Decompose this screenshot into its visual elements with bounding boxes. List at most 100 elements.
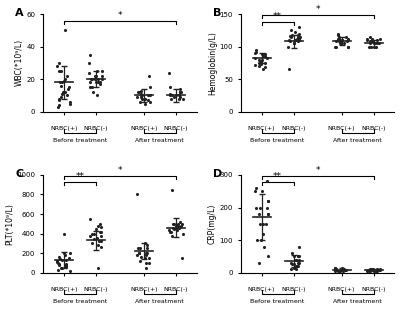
Point xyxy=(173,225,179,230)
Point xyxy=(95,80,101,85)
Point xyxy=(256,260,262,265)
Point xyxy=(63,263,69,268)
Point xyxy=(62,253,68,258)
Point xyxy=(93,73,99,78)
Point xyxy=(180,96,186,101)
Point xyxy=(143,246,150,251)
Point xyxy=(371,268,378,273)
Point xyxy=(292,30,299,35)
Point xyxy=(334,36,341,41)
Point xyxy=(167,229,173,234)
Point xyxy=(368,267,374,272)
Point xyxy=(338,268,344,273)
Point xyxy=(296,24,302,29)
Point xyxy=(339,265,345,270)
Point xyxy=(295,32,301,37)
Point xyxy=(286,67,292,72)
Point xyxy=(98,239,104,244)
Point xyxy=(374,268,381,273)
Point xyxy=(146,73,153,78)
Point xyxy=(366,44,372,49)
Point xyxy=(62,90,68,95)
Point xyxy=(287,39,293,44)
Point xyxy=(257,237,264,243)
Point xyxy=(252,63,258,68)
Point xyxy=(373,268,380,274)
Point xyxy=(296,244,302,249)
Point xyxy=(97,81,103,87)
Point xyxy=(336,36,342,41)
Point xyxy=(58,83,64,88)
Point xyxy=(62,262,69,267)
Point xyxy=(336,34,342,39)
Point xyxy=(370,41,377,46)
Point xyxy=(141,256,148,261)
Y-axis label: WBC(*10⁹/L): WBC(*10⁹/L) xyxy=(14,39,24,87)
Point xyxy=(176,93,182,98)
Point xyxy=(263,221,270,226)
Point xyxy=(143,253,149,258)
Point xyxy=(176,225,182,230)
Point xyxy=(92,77,98,82)
Point xyxy=(374,268,380,274)
Point xyxy=(176,94,183,100)
Point xyxy=(168,96,174,101)
Point xyxy=(94,68,100,74)
Point xyxy=(252,56,258,61)
Point xyxy=(253,185,260,191)
Point xyxy=(290,41,297,46)
Point xyxy=(339,37,345,42)
Point xyxy=(288,28,294,33)
Text: *: * xyxy=(118,11,122,20)
Point xyxy=(367,39,373,44)
Point xyxy=(176,96,182,101)
Point xyxy=(372,41,378,46)
Point xyxy=(332,265,338,270)
Text: *: * xyxy=(315,5,320,15)
Point xyxy=(138,94,144,100)
Point xyxy=(334,268,341,274)
Text: *: * xyxy=(118,166,122,175)
Point xyxy=(55,260,61,265)
Point xyxy=(296,36,302,41)
Point xyxy=(97,221,104,226)
Point xyxy=(89,241,95,246)
Point xyxy=(376,41,382,46)
Point xyxy=(67,250,73,256)
Point xyxy=(61,250,68,256)
Point xyxy=(54,63,60,68)
Point xyxy=(261,60,268,65)
Point xyxy=(58,94,64,100)
Point xyxy=(93,226,100,231)
Point xyxy=(256,211,262,217)
Point xyxy=(174,223,180,228)
Point xyxy=(177,90,184,95)
Point xyxy=(134,94,141,100)
Text: C: C xyxy=(15,169,24,179)
Point xyxy=(259,52,265,57)
Point xyxy=(334,32,341,37)
Point xyxy=(138,88,144,93)
Point xyxy=(86,80,93,85)
Point xyxy=(364,268,370,274)
Point xyxy=(345,36,352,41)
Point xyxy=(264,205,270,210)
Point xyxy=(366,268,372,274)
Point xyxy=(58,265,64,270)
Point xyxy=(252,189,258,194)
Point xyxy=(143,265,149,270)
Point xyxy=(56,80,63,85)
Point xyxy=(86,70,92,75)
Point xyxy=(59,80,65,85)
Point xyxy=(179,256,186,261)
Point xyxy=(344,39,350,44)
Point xyxy=(96,229,103,234)
Point xyxy=(258,58,264,63)
Point xyxy=(93,236,100,241)
Point xyxy=(296,254,302,259)
Point xyxy=(253,47,259,52)
Point xyxy=(340,268,346,273)
Point xyxy=(368,36,375,41)
Point xyxy=(166,227,172,232)
Point xyxy=(339,266,345,271)
